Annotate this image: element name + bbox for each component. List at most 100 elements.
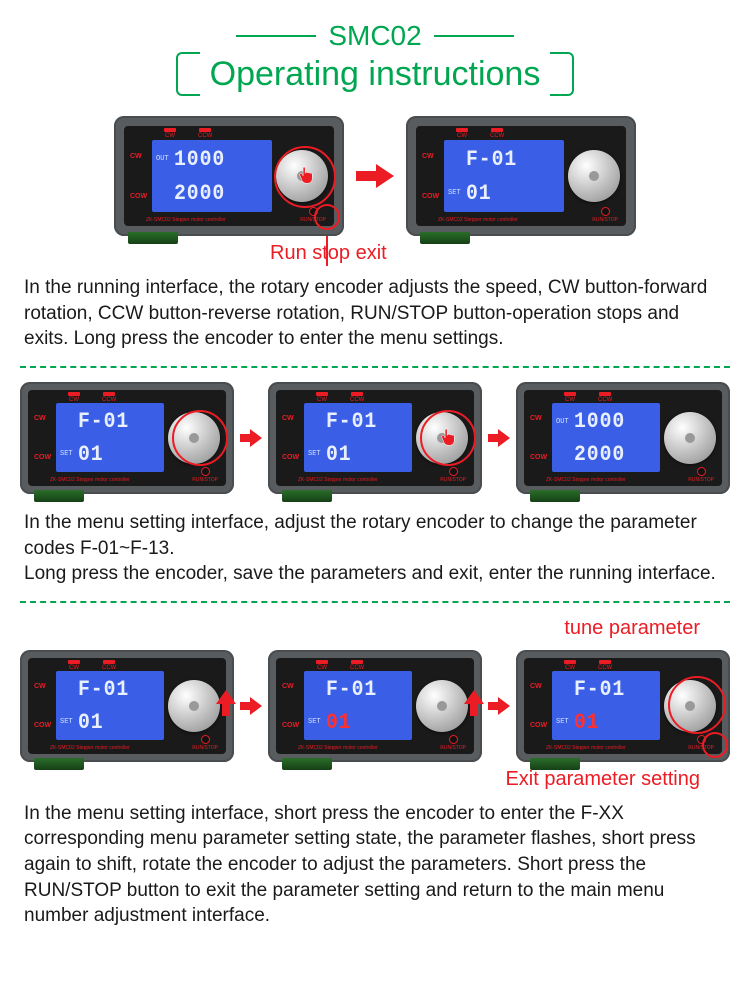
arrow-right-icon: [488, 697, 510, 715]
model-label: ZK-SMC02 Stepper motor controller: [50, 745, 130, 751]
device-panel: CW CCW CWCOW F-01 SET01 RUN/STOP ZK-SMC0…: [524, 658, 722, 754]
lcd: F-01 SET01: [56, 671, 164, 740]
device-panel: CW CCW CWCOW F-01 SET01 RUN/STOP ZK-SMC0…: [276, 658, 474, 754]
device-s1-left: CW CCW CW COW OUT1000 2000 RUN/STOP ZK-S…: [114, 116, 344, 236]
terminal-block: [34, 490, 84, 502]
tune-parameter-label: tune parameter: [20, 617, 730, 640]
top-leds: CW CCW: [564, 660, 612, 671]
side-labels: CW COW: [130, 136, 148, 216]
terminal-block: [530, 758, 580, 770]
arrow-right-icon: [240, 429, 262, 447]
run-stop-exit-label: Run stop exit: [80, 242, 730, 265]
terminal-block: [128, 232, 178, 244]
runstop-button[interactable]: RUN/STOP: [440, 735, 466, 751]
runstop-button[interactable]: RUN/STOP: [300, 207, 326, 223]
model-label: ZK-SMC02 Stepper motor controller: [438, 217, 518, 223]
device-panel: CW CCW CWCOW OUT1000 2000 RUN/STOP ZK-SM…: [524, 390, 722, 486]
arrow-up-icon: [464, 690, 484, 716]
side-labels: CWCOW: [282, 400, 300, 477]
device-panel: CW CCW CWCOW F-01 SET01 RUN/STOP ZK-SMC0…: [28, 658, 226, 754]
runstop-button[interactable]: RUN/STOP: [688, 467, 714, 483]
section1-text: In the running interface, the rotary enc…: [20, 275, 730, 352]
arrow-up-icon: [216, 690, 236, 716]
top-leds: CW CCW: [68, 392, 116, 403]
model-label: ZK-SMC02 Stepper motor controller: [146, 217, 226, 223]
rotary-knob[interactable]: [276, 150, 328, 202]
terminal-block: [34, 758, 84, 770]
device-s2-2: CW CCW CWCOW F-01 SET01 RUN/STOP ZK-SMC0…: [268, 382, 482, 494]
terminal-block: [530, 490, 580, 502]
model-label: ZK-SMC02 Stepper motor controller: [546, 745, 626, 751]
terminal-block: [420, 232, 470, 244]
device-panel: CW CCW CW COW OUT1000 2000 RUN/STOP ZK-S…: [124, 126, 334, 226]
top-leds: CW CCW: [316, 660, 364, 671]
section3-text: In the menu setting interface, short pre…: [20, 801, 730, 929]
runstop-button[interactable]: RUN/STOP: [592, 207, 618, 223]
device-s2-1: CW CCW CWCOW F-01 SET01 RUN/STOP ZK-SMC0…: [20, 382, 234, 494]
side-labels: CWCOW: [34, 400, 52, 477]
lcd: F-01 SET01: [56, 403, 164, 472]
side-labels: CWCOW: [282, 667, 300, 744]
terminal-block: [282, 758, 332, 770]
rotary-knob[interactable]: [168, 680, 220, 732]
top-leds: CW CCW: [68, 660, 116, 671]
led-cw: CW: [165, 133, 175, 139]
header-main-row: Operating instructions: [0, 52, 750, 96]
section-3: tune parameter CW CCW CWCOW F-01 SET01 R…: [0, 617, 750, 929]
row1: CW CCW CW COW OUT1000 2000 RUN/STOP ZK-S…: [20, 116, 730, 236]
header-subtitle: SMC02: [328, 20, 421, 52]
device-panel: CW CCW CW COW F-01 SET01 RUN/STOP ZK-SMC…: [416, 126, 626, 226]
top-leds: CW CCW: [564, 392, 612, 403]
side-labels: CW COW: [422, 136, 440, 216]
led-ccw: CCW: [198, 133, 212, 139]
exit-param-label: Exit parameter setting: [20, 768, 730, 791]
runstop-button[interactable]: RUN/STOP: [192, 467, 218, 483]
bracket-left: [176, 52, 200, 96]
device-panel: CW CCW CWCOW F-01 SET01 RUN/STOP ZK-SMC0…: [28, 390, 226, 486]
model-label: ZK-SMC02 Stepper motor controller: [298, 745, 378, 751]
row3: CW CCW CWCOW F-01 SET01 RUN/STOP ZK-SMC0…: [20, 650, 730, 762]
lcd-line2: 2000: [174, 181, 225, 206]
section-2: CW CCW CWCOW F-01 SET01 RUN/STOP ZK-SMC0…: [0, 382, 750, 587]
separator-2: [20, 601, 730, 603]
lcd: F-01 SET01: [304, 671, 412, 740]
device-s3-3: CW CCW CWCOW F-01 SET01 RUN/STOP ZK-SMC0…: [516, 650, 730, 762]
rotary-knob[interactable]: [664, 412, 716, 464]
lcd: F-01 SET01: [444, 140, 564, 212]
callout-line: [326, 236, 328, 266]
side-labels: CWCOW: [530, 400, 548, 477]
separator-1: [20, 366, 730, 368]
rotary-knob[interactable]: [168, 412, 220, 464]
device-panel: CW CCW CWCOW F-01 SET01 RUN/STOP ZK-SMC0…: [276, 390, 474, 486]
section2-text: In the menu setting interface, adjust th…: [20, 510, 730, 587]
terminal-block: [282, 490, 332, 502]
runstop-button[interactable]: RUN/STOP: [192, 735, 218, 751]
side-labels: CWCOW: [34, 667, 52, 744]
rotary-knob[interactable]: [416, 412, 468, 464]
model-label: ZK-SMC02 Stepper motor controller: [546, 477, 626, 483]
header: SMC02 Operating instructions: [0, 20, 750, 96]
device-s3-2: CW CCW CWCOW F-01 SET01 RUN/STOP ZK-SMC0…: [268, 650, 482, 762]
dash-left: [236, 35, 316, 37]
lcd: F-01 SET01: [552, 671, 660, 740]
model-label: ZK-SMC02 Stepper motor controller: [50, 477, 130, 483]
device-s1-right: CW CCW CW COW F-01 SET01 RUN/STOP ZK-SMC…: [406, 116, 636, 236]
dash-right: [434, 35, 514, 37]
rotary-knob[interactable]: [416, 680, 468, 732]
runstop-button[interactable]: RUN/STOP: [440, 467, 466, 483]
arrow-right-icon: [488, 429, 510, 447]
lcd: OUT1000 2000: [552, 403, 660, 472]
top-leds: CW CCW: [164, 128, 212, 139]
lcd: OUT1000 2000: [152, 140, 272, 212]
row2: CW CCW CWCOW F-01 SET01 RUN/STOP ZK-SMC0…: [20, 382, 730, 494]
header-title: Operating instructions: [200, 55, 551, 94]
arrow-right-icon: [240, 697, 262, 715]
rotary-knob[interactable]: [664, 680, 716, 732]
device-s3-1: CW CCW CWCOW F-01 SET01 RUN/STOP ZK-SMC0…: [20, 650, 234, 762]
runstop-button[interactable]: RUN/STOP: [688, 735, 714, 751]
rotary-knob[interactable]: [568, 150, 620, 202]
lcd-label1: OUT: [156, 155, 174, 163]
side-labels: CWCOW: [530, 667, 548, 744]
top-leds: CW CCW: [316, 392, 364, 403]
lcd-line2: 01: [466, 181, 492, 206]
